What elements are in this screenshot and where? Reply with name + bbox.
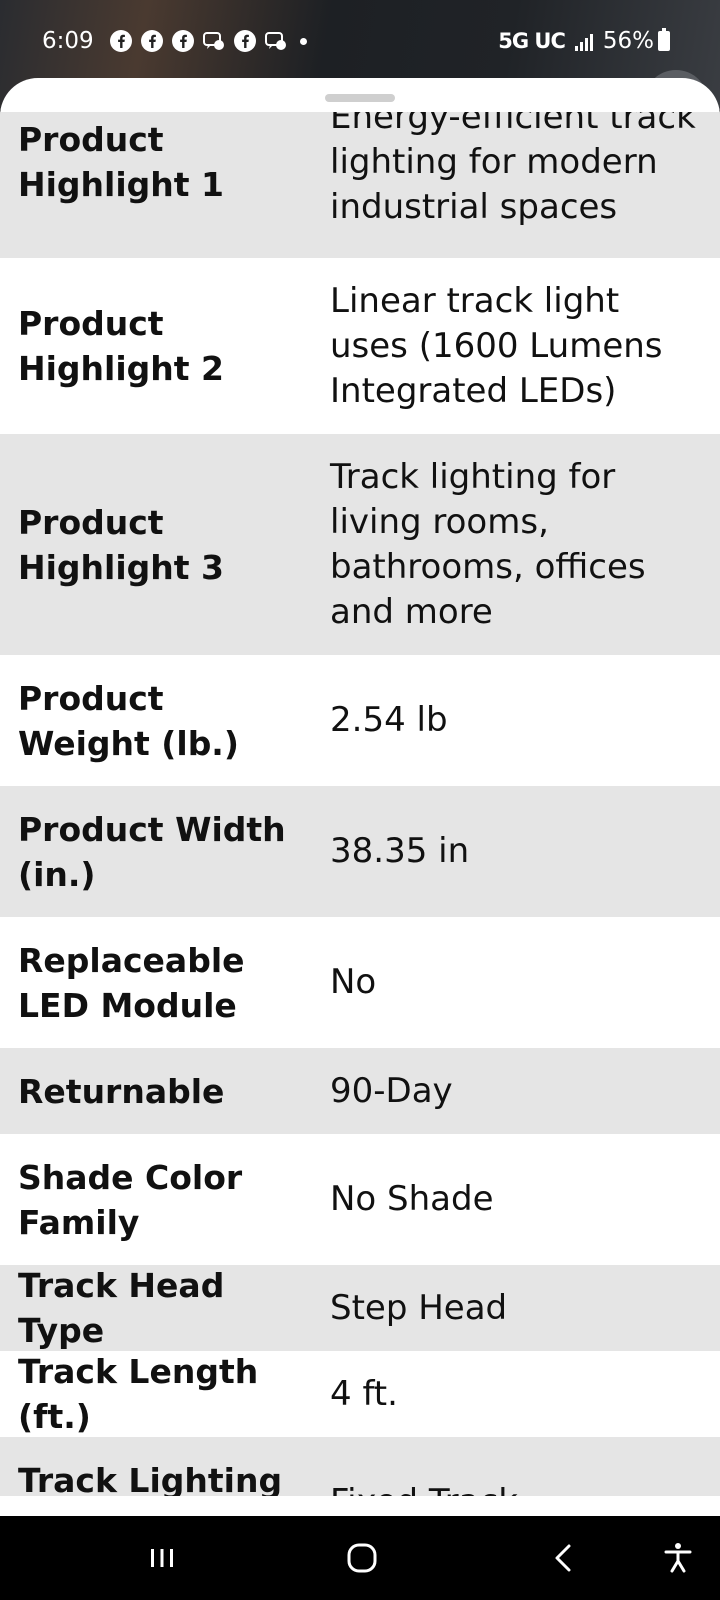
spec-value: 38.35 in (330, 831, 470, 871)
spec-value: Energy-efficient track lighting for mode… (330, 112, 696, 227)
facebook-icon (109, 29, 133, 53)
more-notifications-dot-icon (299, 37, 307, 45)
status-right: 5G UC 56% (498, 24, 670, 58)
table-row: Product Width (in.) 38.35 in (0, 786, 720, 917)
sheet-drag-handle[interactable] (325, 94, 395, 102)
accessibility-icon[interactable] (658, 1538, 698, 1578)
spec-value: Step Head (330, 1287, 508, 1328)
spec-label: Product Weight (lb.) (18, 678, 239, 763)
messenger-icon (264, 29, 288, 53)
spec-label: Shade Color Family (18, 1157, 243, 1242)
table-row: Returnable 90-Day (0, 1048, 720, 1134)
recent-apps-icon[interactable] (142, 1538, 182, 1578)
spec-value: No Shade (330, 1179, 494, 1219)
network-indicator: 5G UC (498, 29, 566, 53)
spec-label: Returnable (18, 1071, 225, 1111)
facebook-icon (171, 29, 195, 53)
table-row: Track Length (ft.) 4 ft. (0, 1351, 720, 1437)
spec-label: Product Highlight 2 (18, 304, 225, 388)
spec-label: Track Head Type (18, 1266, 225, 1350)
table-row: Product Highlight 2 Linear track light u… (0, 258, 720, 434)
table-row: Product Highlight 1 Energy-efficient tra… (0, 112, 720, 258)
spec-label: Product Width (in.) (18, 809, 286, 894)
battery-icon (658, 28, 670, 51)
specifications-sheet: Product Highlight 1 Energy-efficient tra… (0, 78, 720, 1518)
table-row: Product Weight (lb.) 2.54 lb (0, 655, 720, 786)
table-row: Track Lighting Type Fixed Track (0, 1437, 720, 1496)
back-icon[interactable] (544, 1538, 584, 1578)
spec-label: Track Lighting Type (18, 1460, 283, 1497)
spec-label: Track Length (ft.) (18, 1352, 259, 1436)
spec-value: Fixed Track (312, 1480, 720, 1496)
spec-label: Product Highlight 1 (18, 120, 225, 204)
specifications-table: Product Highlight 1 Energy-efficient tra… (0, 112, 720, 1496)
navigation-bar (0, 1516, 720, 1600)
specifications-scroll-area[interactable]: Product Highlight 1 Energy-efficient tra… (0, 112, 720, 1496)
clock: 6:09 (42, 28, 94, 54)
spec-label: Product Highlight 3 (18, 502, 225, 587)
signal-icon (573, 31, 593, 51)
home-icon[interactable] (342, 1538, 382, 1578)
spec-value: No (330, 962, 377, 1002)
spec-value: Linear track light uses (1600 Lumens Int… (330, 280, 663, 411)
facebook-icon (233, 29, 257, 53)
status-left: 6:09 (42, 24, 307, 58)
messenger-icon (202, 29, 226, 53)
spec-value: 2.54 lb (330, 700, 448, 740)
spec-value: 4 ft. (330, 1373, 398, 1414)
facebook-icon (140, 29, 164, 53)
table-row: Track Head Type Step Head (0, 1265, 720, 1351)
battery-percent: 56% (602, 28, 654, 54)
spec-label: Replaceable LED Module (18, 940, 245, 1025)
spec-value: Track lighting for living rooms, bathroo… (330, 456, 646, 632)
table-row: Shade Color Family No Shade (0, 1134, 720, 1265)
spec-value: 90-Day (330, 1070, 453, 1111)
table-row: Product Highlight 3 Track lighting for l… (0, 434, 720, 655)
table-row: Replaceable LED Module No (0, 917, 720, 1048)
